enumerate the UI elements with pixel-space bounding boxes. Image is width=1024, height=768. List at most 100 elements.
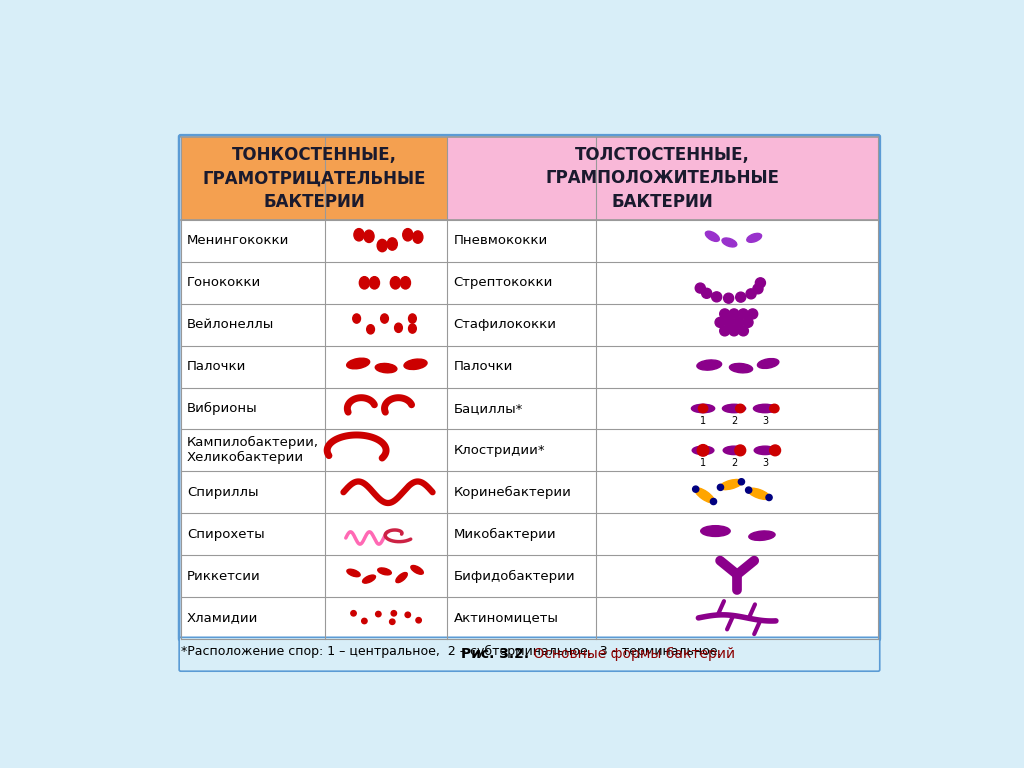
Ellipse shape (753, 284, 763, 294)
Text: 2: 2 (731, 415, 737, 425)
Text: Гонококки: Гонококки (187, 276, 261, 290)
Ellipse shape (729, 363, 753, 372)
Ellipse shape (390, 276, 400, 289)
Ellipse shape (701, 288, 712, 298)
Ellipse shape (692, 446, 714, 455)
Ellipse shape (692, 486, 698, 492)
Ellipse shape (712, 292, 722, 302)
Text: Спириллы: Спириллы (187, 485, 258, 498)
Ellipse shape (694, 488, 715, 503)
Ellipse shape (347, 358, 370, 369)
Ellipse shape (347, 569, 360, 577)
Text: Микобактерии: Микобактерии (454, 528, 556, 541)
Ellipse shape (746, 289, 756, 299)
Ellipse shape (375, 363, 397, 372)
Ellipse shape (720, 326, 730, 336)
Text: 3: 3 (762, 415, 768, 425)
Ellipse shape (354, 229, 364, 241)
Ellipse shape (394, 323, 402, 333)
Text: *Расположение спор: 1 – центральное,  2 – субтерминальное,  3 – терминальное.: *Расположение спор: 1 – центральное, 2 –… (180, 645, 721, 658)
Ellipse shape (738, 326, 749, 336)
Ellipse shape (766, 495, 772, 501)
Text: Бациллы*: Бациллы* (454, 402, 523, 415)
Ellipse shape (718, 485, 724, 491)
Ellipse shape (755, 446, 776, 455)
Ellipse shape (738, 478, 744, 485)
Text: Кампилобактерии,
Хеликобактерии: Кампилобактерии, Хеликобактерии (187, 436, 318, 465)
Ellipse shape (770, 404, 779, 412)
Text: Клостридии*: Клостридии* (454, 444, 545, 457)
Ellipse shape (722, 238, 737, 247)
Ellipse shape (758, 359, 779, 369)
Text: Палочки: Палочки (187, 360, 247, 373)
Ellipse shape (364, 230, 374, 243)
Ellipse shape (715, 317, 725, 327)
Ellipse shape (377, 240, 387, 252)
Ellipse shape (706, 231, 719, 241)
Ellipse shape (416, 617, 421, 623)
Ellipse shape (738, 309, 749, 319)
Ellipse shape (754, 404, 776, 412)
Text: Хламидии: Хламидии (187, 611, 258, 624)
Bar (180, 137, 447, 220)
FancyBboxPatch shape (179, 135, 880, 641)
Text: ТОНКОСТЕННЫЕ,
ГРАМОТРИЦАТЕЛЬНЫЕ
БАКТЕРИИ: ТОНКОСТЕННЫЕ, ГРАМОТРИЦАТЕЛЬНЫЕ БАКТЕРИИ (203, 146, 426, 211)
Ellipse shape (381, 314, 388, 323)
Text: Вейлонеллы: Вейлонеллы (187, 318, 274, 331)
Text: Менингококки: Менингококки (187, 234, 289, 247)
Ellipse shape (361, 618, 367, 624)
Ellipse shape (743, 317, 753, 327)
Ellipse shape (735, 404, 744, 412)
Ellipse shape (370, 276, 380, 289)
Ellipse shape (362, 575, 376, 583)
Ellipse shape (691, 404, 715, 412)
Ellipse shape (402, 229, 413, 241)
Ellipse shape (413, 231, 423, 243)
Ellipse shape (735, 292, 745, 302)
Ellipse shape (745, 487, 752, 493)
Ellipse shape (733, 317, 743, 327)
Ellipse shape (724, 293, 733, 303)
Text: 1: 1 (700, 415, 707, 425)
Text: ТОЛСТОСТЕННЫЕ,
ГРАМПОЛОЖИТЕЛЬНЫЕ
БАКТЕРИИ: ТОЛСТОСТЕННЫЕ, ГРАМПОЛОЖИТЕЛЬНЫЕ БАКТЕРИ… (546, 146, 779, 211)
Ellipse shape (352, 314, 360, 323)
Ellipse shape (396, 572, 408, 583)
Ellipse shape (729, 309, 739, 319)
Ellipse shape (409, 324, 417, 333)
Ellipse shape (724, 317, 734, 327)
Ellipse shape (404, 359, 427, 369)
Ellipse shape (698, 404, 708, 412)
Ellipse shape (770, 445, 780, 455)
Text: Риккетсии: Риккетсии (187, 570, 261, 583)
Ellipse shape (722, 404, 745, 412)
Ellipse shape (406, 612, 411, 617)
Ellipse shape (695, 283, 706, 293)
Ellipse shape (711, 498, 717, 505)
Ellipse shape (391, 611, 396, 616)
Ellipse shape (697, 445, 709, 456)
Ellipse shape (735, 445, 745, 455)
Ellipse shape (387, 238, 397, 250)
Text: Палочки: Палочки (454, 360, 513, 373)
Text: Спирохеты: Спирохеты (187, 528, 264, 541)
Text: Стафилококки: Стафилококки (454, 318, 556, 331)
Ellipse shape (400, 276, 411, 289)
Ellipse shape (409, 314, 417, 323)
Text: 1: 1 (700, 458, 707, 468)
Ellipse shape (720, 479, 742, 490)
Ellipse shape (376, 611, 381, 617)
Ellipse shape (389, 619, 395, 624)
Text: Актиномицеты: Актиномицеты (454, 611, 558, 624)
Ellipse shape (359, 276, 370, 289)
Ellipse shape (720, 309, 730, 319)
Ellipse shape (748, 488, 770, 499)
Ellipse shape (748, 309, 758, 319)
FancyBboxPatch shape (179, 637, 880, 671)
Ellipse shape (351, 611, 356, 616)
Ellipse shape (700, 525, 730, 537)
Ellipse shape (749, 531, 775, 541)
Text: Основные формы бактерий: Основные формы бактерий (529, 647, 735, 661)
Text: Стрептококки: Стрептококки (454, 276, 553, 290)
Ellipse shape (378, 568, 391, 575)
Ellipse shape (746, 233, 762, 243)
